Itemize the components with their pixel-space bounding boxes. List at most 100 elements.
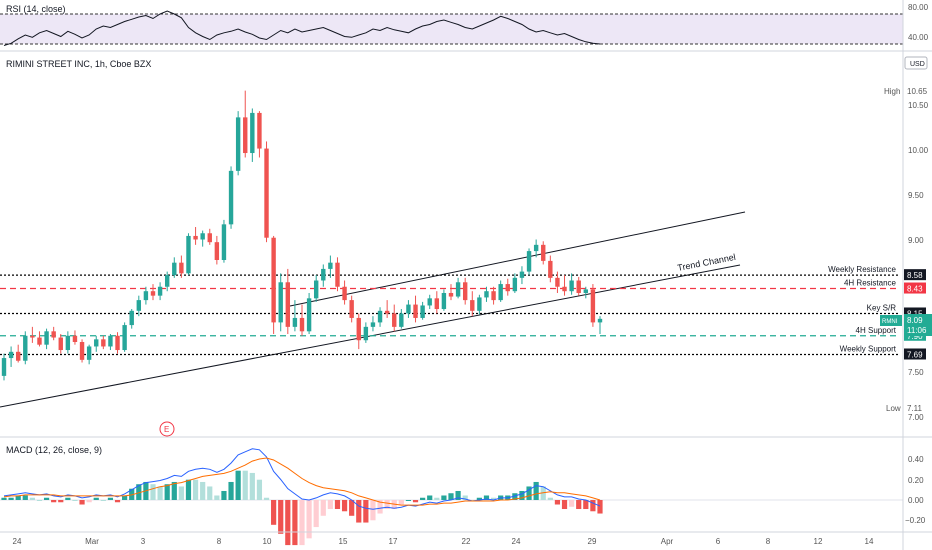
candle-body bbox=[250, 112, 255, 154]
macd-histogram-bar bbox=[100, 500, 106, 501]
chart-title: RIMINI STREET INC, 1h, Cboe BZX bbox=[6, 59, 151, 69]
candle-body bbox=[455, 282, 461, 297]
level-badge bbox=[904, 269, 926, 281]
candle-body bbox=[23, 335, 28, 361]
x-tick-label: 10 bbox=[263, 537, 272, 546]
macd-histogram-bar bbox=[263, 497, 270, 500]
macd-histogram-bar bbox=[327, 500, 333, 510]
candle-body bbox=[427, 298, 432, 306]
price-tick-1050: 10.50 bbox=[908, 101, 929, 110]
rsi-tick-80: 80.00 bbox=[908, 3, 929, 12]
macd-histogram-bar bbox=[271, 500, 277, 525]
candle-body bbox=[448, 292, 454, 297]
candle-body bbox=[30, 335, 35, 338]
macd-histogram-bar bbox=[285, 500, 291, 546]
macd-histogram-bar bbox=[490, 497, 497, 500]
candle-body bbox=[306, 298, 312, 332]
macd-histogram-bar bbox=[235, 470, 241, 500]
candle-body bbox=[413, 304, 418, 318]
candle-body bbox=[221, 224, 227, 260]
macd-histogram-bar bbox=[519, 490, 525, 500]
macd-histogram-bar bbox=[441, 495, 447, 500]
macd-histogram-bar bbox=[1, 497, 7, 500]
macd-histogram-bar bbox=[412, 500, 419, 503]
macd-histogram-bar bbox=[129, 488, 135, 500]
level-badge bbox=[904, 307, 926, 319]
macd-histogram-bar bbox=[278, 500, 284, 534]
macd-histogram-bar bbox=[221, 490, 227, 500]
candle-body bbox=[15, 351, 21, 361]
candle-body bbox=[548, 260, 553, 278]
candle-body bbox=[299, 317, 305, 332]
macd-histogram-bar bbox=[207, 486, 213, 500]
candle-body bbox=[420, 305, 425, 318]
macd-histogram-bar bbox=[36, 500, 43, 501]
candle-body bbox=[278, 282, 283, 323]
level-badge bbox=[904, 282, 926, 294]
x-tick-label: 17 bbox=[389, 537, 398, 546]
price-tick-750: 7.50 bbox=[908, 368, 924, 377]
candle-body bbox=[555, 277, 560, 287]
candle-body bbox=[512, 277, 518, 292]
last-price-badge bbox=[904, 314, 932, 336]
x-tick-label: 24 bbox=[13, 537, 22, 546]
x-tick-label: 8 bbox=[217, 537, 222, 546]
candle-body bbox=[58, 337, 63, 351]
candle-body bbox=[200, 233, 205, 240]
low-value: 7.11 bbox=[907, 404, 923, 413]
candle-body bbox=[101, 339, 106, 347]
earnings-marker-icon[interactable] bbox=[159, 421, 175, 437]
countdown: 11:06 bbox=[907, 326, 927, 335]
macd-histogram-bar bbox=[79, 500, 85, 505]
price-tick-700: 7.00 bbox=[908, 413, 924, 422]
x-tick-label: 29 bbox=[588, 537, 597, 546]
macd-histogram-bar bbox=[107, 497, 114, 500]
candle-body bbox=[363, 326, 369, 341]
macd-histogram-bar bbox=[356, 500, 362, 523]
macd-tick-000: 0.00 bbox=[908, 496, 924, 505]
level-value: 7.90 bbox=[907, 332, 923, 341]
candle-body bbox=[477, 297, 482, 311]
macd-histogram-bar bbox=[136, 484, 142, 500]
macd-histogram-bar bbox=[526, 486, 532, 500]
level-name: 4H Support bbox=[856, 326, 897, 335]
macd-histogram-bar bbox=[299, 500, 305, 546]
macd-histogram-bar bbox=[313, 500, 319, 528]
level-name: Weekly Support bbox=[840, 344, 897, 353]
candle-body bbox=[370, 322, 376, 327]
candle-body bbox=[533, 244, 539, 252]
candle-body bbox=[384, 310, 390, 314]
macd-histogram-bar bbox=[434, 497, 440, 500]
candle-body bbox=[122, 325, 127, 351]
candle-body bbox=[108, 335, 113, 347]
macd-histogram-bar bbox=[185, 479, 192, 500]
candle-body bbox=[136, 300, 142, 311]
price-tick-900: 9.00 bbox=[908, 236, 924, 245]
trend-channel-upper-line[interactable] bbox=[289, 211, 746, 307]
macd-histogram-bar bbox=[334, 500, 341, 510]
macd-histogram-bar bbox=[476, 497, 482, 500]
macd-histogram-bar bbox=[8, 497, 14, 500]
rsi-band bbox=[0, 14, 903, 44]
candle-body bbox=[271, 237, 276, 323]
currency-box[interactable] bbox=[904, 56, 928, 70]
macd-histogram-bar bbox=[29, 497, 35, 500]
currency-label: USD bbox=[910, 61, 925, 68]
x-tick-label: Apr bbox=[661, 537, 674, 546]
candle-body bbox=[143, 291, 149, 301]
macd-histogram-bar bbox=[377, 500, 383, 514]
ticker-badge bbox=[880, 315, 902, 326]
candle-body bbox=[441, 292, 447, 310]
rsi-line bbox=[3, 10, 601, 46]
macd-histogram-bar bbox=[200, 481, 206, 500]
macd-histogram-bar bbox=[569, 500, 575, 507]
macd-histogram-bar bbox=[384, 500, 390, 510]
candle-body bbox=[590, 289, 596, 323]
macd-tick-020-neg: −0.20 bbox=[905, 516, 926, 525]
macd-histogram-bar bbox=[249, 472, 255, 500]
candle-body bbox=[462, 282, 468, 301]
levels-group: Weekly Resistance 8.58 4H Resistance 8.43 Ke… bbox=[0, 265, 926, 360]
candle-body bbox=[285, 282, 291, 327]
candle-body bbox=[292, 317, 298, 327]
